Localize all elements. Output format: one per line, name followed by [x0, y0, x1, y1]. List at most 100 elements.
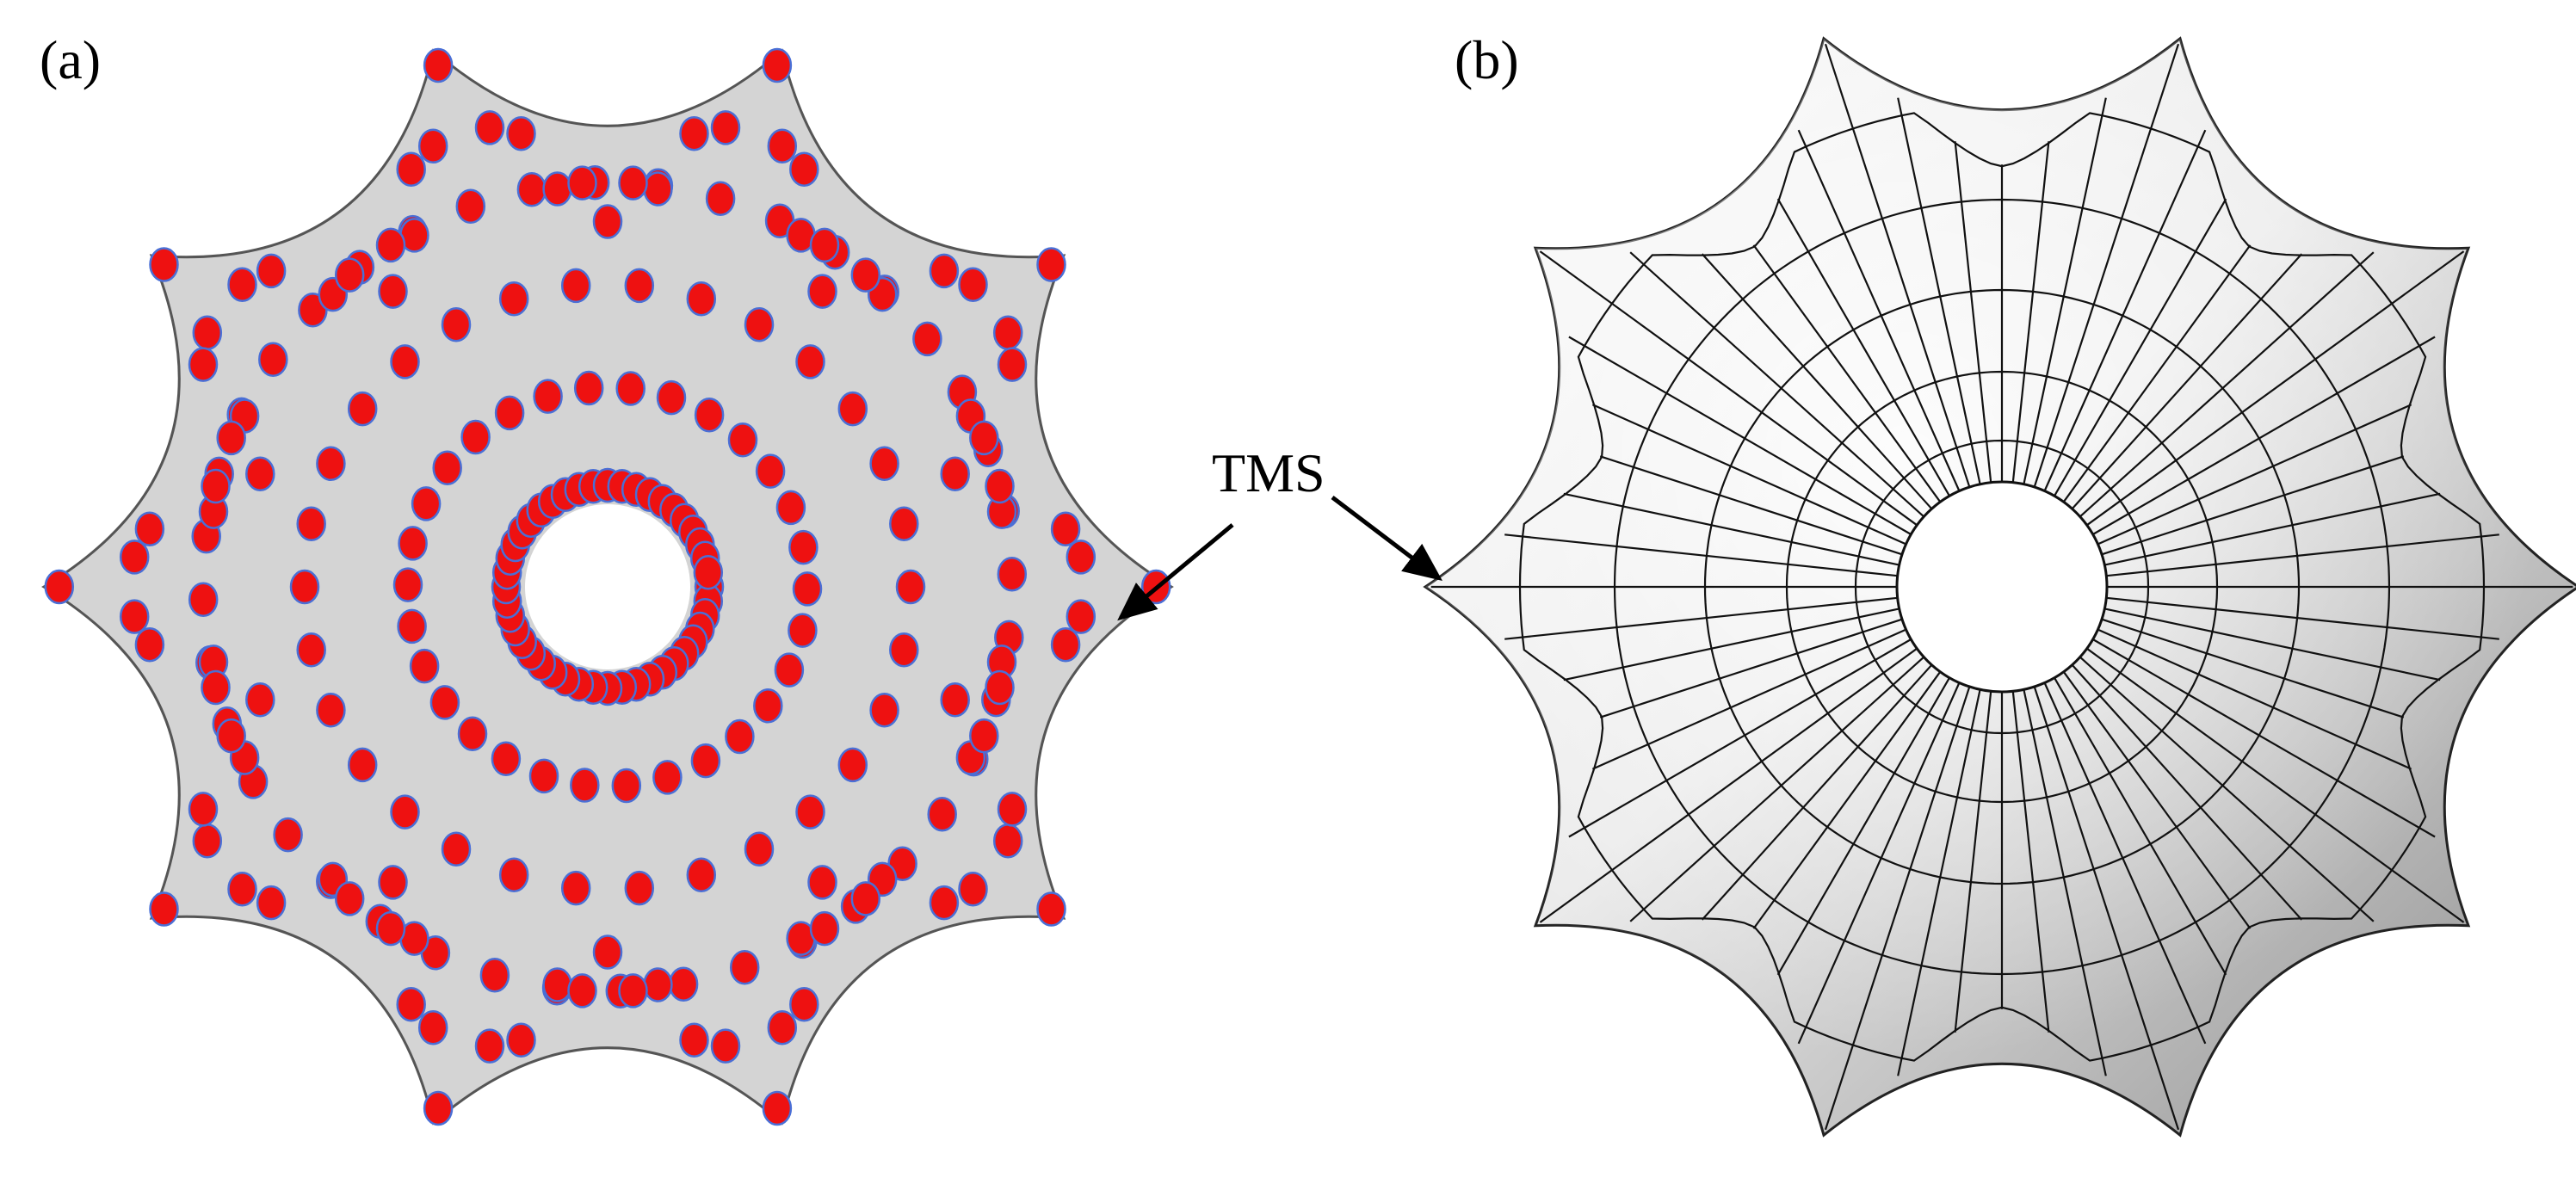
node-215	[997, 347, 1028, 382]
node-178	[417, 128, 448, 164]
node-156	[592, 934, 623, 970]
node-94	[441, 306, 472, 342]
node-186	[807, 274, 837, 309]
node-139	[912, 321, 942, 357]
mesh-radial-line	[1776, 198, 1950, 496]
node-243	[134, 626, 165, 663]
mesh-radial-line	[2104, 492, 2441, 566]
node-92	[347, 391, 378, 427]
mesh-radial-line	[1797, 129, 1961, 491]
node-149	[958, 871, 988, 907]
node-58	[392, 567, 423, 602]
node-115	[479, 958, 510, 993]
node-75	[889, 632, 919, 668]
mesh-radial-line	[1797, 682, 1961, 1045]
panel-b-fe-mesh	[1423, 36, 2576, 1138]
node-169	[119, 540, 150, 575]
mesh-radial-line	[1504, 533, 1898, 577]
node-70	[755, 453, 786, 489]
node-91	[316, 446, 346, 482]
mesh-radial-line	[1599, 618, 1903, 719]
node-52	[528, 758, 559, 794]
node-153	[767, 1009, 798, 1045]
mesh-radial-line	[1752, 244, 1942, 503]
node-197	[216, 420, 246, 456]
node-202	[375, 227, 406, 263]
node-148	[992, 823, 1023, 859]
node-66	[615, 371, 646, 406]
node-204	[423, 47, 454, 83]
node-228	[789, 987, 819, 1022]
mesh-radial-line	[1539, 647, 1918, 923]
node-206	[567, 165, 597, 200]
node-48	[690, 743, 721, 779]
node-174	[227, 267, 257, 303]
mesh-radial-line	[1897, 97, 1981, 484]
node-132	[516, 172, 547, 207]
node-67	[656, 379, 687, 416]
node-82	[560, 870, 591, 906]
node-184	[767, 128, 798, 164]
node-164	[192, 823, 223, 859]
node-216	[969, 420, 999, 456]
node-57	[397, 608, 427, 645]
node-99	[744, 306, 775, 342]
node-188	[958, 267, 988, 303]
node-107	[927, 796, 957, 832]
node-181	[592, 204, 623, 239]
node-96	[560, 268, 591, 304]
node-213	[929, 253, 960, 289]
mesh-radial-line	[2092, 336, 2436, 535]
mesh-radial-line	[2043, 129, 2207, 491]
mesh-radial-line	[2097, 628, 2412, 770]
node-49	[652, 760, 683, 795]
node-232	[567, 973, 597, 1008]
node-214	[1036, 247, 1066, 282]
node-201	[334, 257, 365, 293]
mesh-radial-line	[2011, 141, 2050, 483]
node-227	[809, 910, 840, 947]
mesh-radial-line	[1954, 691, 1992, 1033]
node-161	[378, 865, 408, 900]
mesh-radial-line	[2104, 608, 2441, 682]
node-173	[192, 315, 223, 351]
node-45	[774, 652, 805, 688]
node-212	[850, 257, 881, 293]
node-93	[390, 344, 420, 379]
mesh-lines	[1430, 43, 2573, 1131]
mesh-radial-line	[2106, 596, 2499, 640]
node-235	[396, 987, 426, 1022]
node-179	[474, 110, 505, 145]
mesh-radial-line	[2043, 682, 2207, 1045]
node-144	[1066, 599, 1096, 634]
tms-arrows	[1117, 496, 1442, 621]
arrow-to-panel-a	[1117, 523, 1234, 621]
panel-b-label: (b)	[1455, 29, 1519, 90]
node-73	[792, 571, 823, 607]
mesh-ring-line	[1613, 198, 2391, 976]
node-71	[775, 490, 806, 526]
node-193	[1066, 540, 1096, 575]
mesh-radial-line	[1701, 663, 1933, 921]
node-46	[753, 688, 783, 724]
node-65	[573, 370, 604, 406]
node-241	[216, 718, 246, 754]
node-95	[498, 281, 529, 317]
mesh-radial-line	[2071, 663, 2303, 921]
panel-a-label: (a)	[40, 29, 102, 90]
node-100	[795, 344, 825, 379]
mesh-radial-line	[2033, 43, 2180, 488]
node-211	[809, 227, 840, 263]
mesh-radial-line	[2071, 253, 2303, 510]
mesh-ring-line	[1703, 288, 2301, 885]
mesh-radial-line	[2079, 251, 2375, 518]
mesh-radial-line	[1897, 689, 1981, 1076]
node-229	[762, 1090, 793, 1126]
mesh-radial-line	[1599, 455, 1903, 556]
node-231	[618, 973, 648, 1008]
node-221	[985, 669, 1015, 706]
node-230	[679, 1022, 709, 1058]
node-85	[390, 794, 420, 830]
mesh-radial-line	[2054, 677, 2227, 976]
mesh-radial-line	[1752, 671, 1942, 929]
